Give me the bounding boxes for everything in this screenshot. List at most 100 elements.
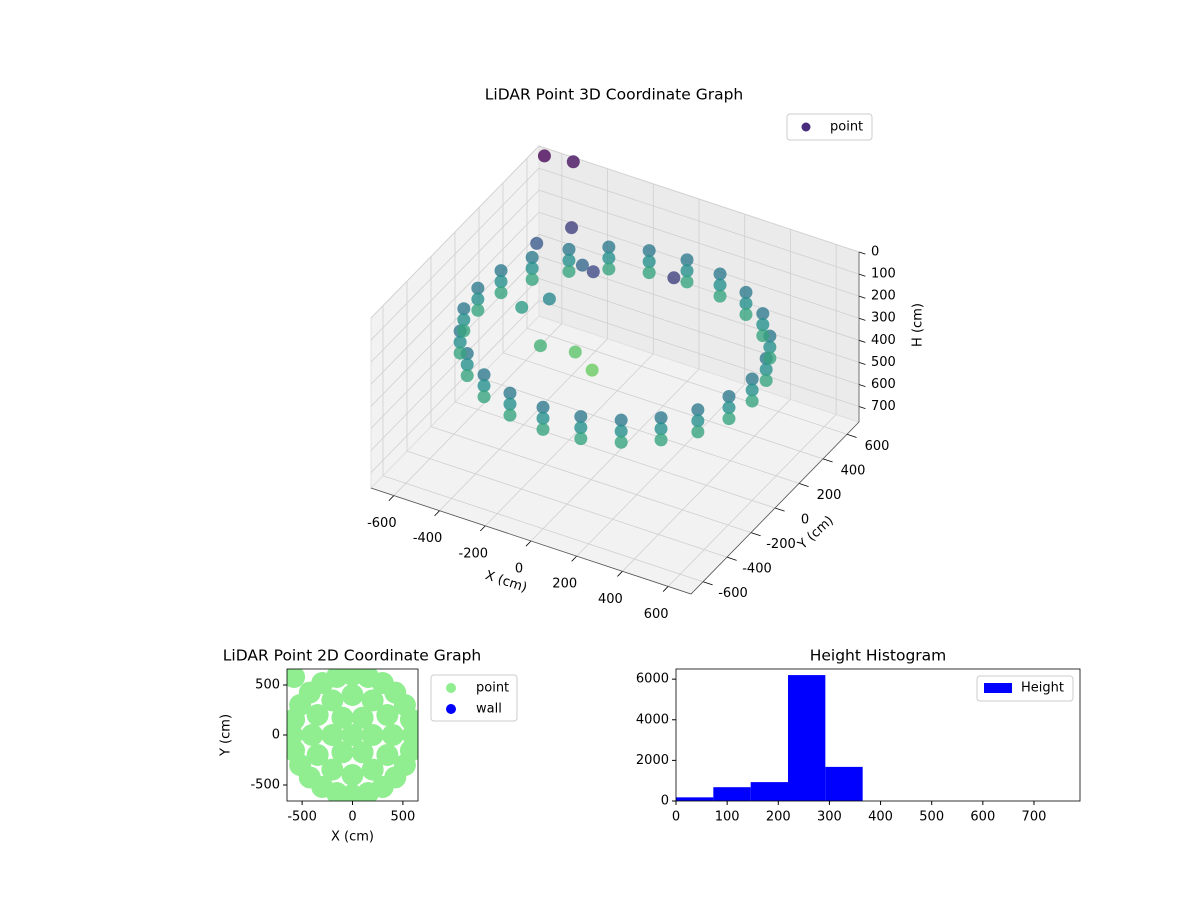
point bbox=[574, 432, 588, 446]
x-tick-label: 400 bbox=[598, 592, 623, 607]
point bbox=[301, 724, 324, 746]
plot-3d: -600 -400 -200 0 200 400 600 -600 -400 -200 0 200 40… bbox=[367, 113, 926, 622]
grid-line bbox=[430, 426, 752, 533]
point bbox=[515, 300, 529, 314]
grid-line bbox=[538, 300, 860, 407]
tick-mark bbox=[858, 273, 866, 277]
y-tick-label: 400 bbox=[841, 463, 866, 478]
point bbox=[602, 262, 616, 276]
tick-mark bbox=[774, 507, 785, 512]
x-axis-label: X (cm) bbox=[331, 830, 374, 845]
x-tick-label: 700 bbox=[1022, 810, 1047, 825]
point bbox=[562, 264, 576, 278]
point bbox=[722, 412, 736, 426]
point bbox=[453, 335, 467, 349]
point bbox=[381, 724, 404, 746]
grid-line bbox=[538, 278, 860, 385]
y-tick-label: 0 bbox=[801, 513, 809, 528]
tick-mark bbox=[726, 556, 737, 561]
point bbox=[614, 413, 628, 427]
x-tick-label: 100 bbox=[715, 810, 740, 825]
z-tick-label: 0 bbox=[871, 245, 879, 260]
point bbox=[691, 403, 705, 417]
point bbox=[575, 258, 589, 272]
point bbox=[568, 345, 582, 359]
y-tick-label: 6000 bbox=[636, 672, 669, 687]
point bbox=[536, 411, 550, 425]
point bbox=[376, 744, 399, 766]
y-tick-label: -400 bbox=[742, 562, 772, 577]
grid-line bbox=[538, 145, 860, 253]
legend-marker bbox=[984, 683, 1012, 693]
x-tick-label: 500 bbox=[390, 810, 415, 825]
tick-mark bbox=[798, 483, 809, 487]
point bbox=[376, 704, 399, 726]
point bbox=[763, 351, 777, 365]
point bbox=[722, 390, 736, 404]
point bbox=[306, 744, 329, 766]
x-tick-label: 200 bbox=[766, 810, 791, 825]
grid-line bbox=[406, 450, 728, 558]
legend-label: wall bbox=[476, 702, 502, 717]
x-tick-label: 0 bbox=[672, 810, 680, 825]
point bbox=[614, 424, 628, 438]
y-tick-label: 4000 bbox=[636, 712, 669, 727]
plot-histogram: Height 0 100 200 300 400 500 600 700 0 2000 4000 600… bbox=[636, 668, 1081, 825]
point bbox=[680, 275, 694, 289]
points bbox=[287, 669, 418, 801]
point bbox=[654, 422, 668, 436]
point bbox=[614, 435, 628, 449]
point bbox=[536, 400, 550, 414]
point bbox=[713, 278, 727, 292]
point bbox=[562, 242, 576, 256]
y-tick-label: 0 bbox=[661, 794, 669, 809]
point bbox=[471, 281, 485, 295]
chart-title: LiDAR Point 3D Coordinate Graph bbox=[485, 86, 743, 104]
z-tick-label: 300 bbox=[871, 311, 896, 326]
point bbox=[494, 286, 508, 300]
point bbox=[457, 302, 471, 316]
grid-line bbox=[478, 377, 800, 484]
legend-box bbox=[976, 675, 1074, 702]
grid-line bbox=[370, 145, 540, 319]
grid-line bbox=[502, 352, 824, 460]
bar bbox=[676, 797, 714, 801]
tick-mark bbox=[479, 525, 486, 532]
point bbox=[642, 244, 656, 258]
tick-mark bbox=[525, 540, 532, 547]
point bbox=[713, 289, 727, 303]
point bbox=[453, 346, 467, 360]
tick-mark bbox=[750, 532, 761, 537]
point bbox=[585, 363, 599, 377]
point bbox=[739, 285, 753, 299]
point bbox=[642, 266, 656, 280]
x-tick-label: 0 bbox=[348, 810, 356, 825]
bar bbox=[713, 787, 751, 801]
point bbox=[759, 374, 773, 388]
chart-title: LiDAR Point 2D Coordinate Graph bbox=[223, 647, 481, 665]
point bbox=[341, 684, 364, 706]
y-tick-label: 600 bbox=[865, 439, 890, 454]
z-tick-label: 200 bbox=[871, 289, 896, 304]
tick-mark bbox=[858, 406, 866, 410]
point bbox=[602, 251, 616, 265]
axes-frame bbox=[675, 668, 1081, 802]
point bbox=[586, 265, 600, 279]
z-tick-label: 500 bbox=[871, 355, 896, 370]
point bbox=[654, 411, 668, 425]
point bbox=[457, 324, 471, 338]
y-tick-label: -600 bbox=[718, 586, 748, 601]
point bbox=[494, 264, 508, 278]
point bbox=[331, 706, 354, 729]
legend-label: point bbox=[830, 120, 863, 135]
legend-marker bbox=[446, 704, 456, 714]
legend-box bbox=[786, 113, 873, 141]
x-tick-label: -500 bbox=[287, 810, 317, 825]
point bbox=[745, 372, 759, 386]
legend-label: Height bbox=[1021, 681, 1064, 696]
tick-mark bbox=[822, 458, 833, 463]
y-tick-label: -200 bbox=[766, 537, 796, 552]
point bbox=[351, 741, 374, 764]
tick-mark bbox=[662, 586, 669, 592]
